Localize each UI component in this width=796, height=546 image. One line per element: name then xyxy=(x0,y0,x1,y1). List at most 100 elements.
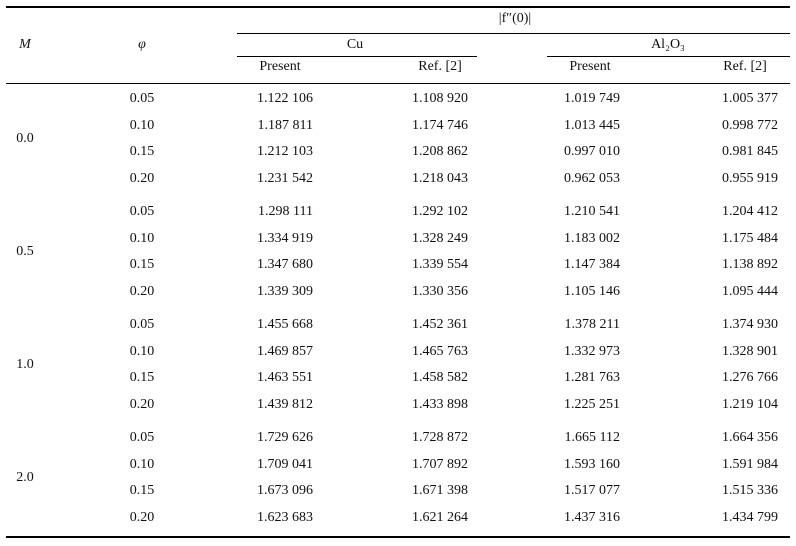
value-cell: 0.981 845 xyxy=(722,144,778,160)
value-cell: 0.955 919 xyxy=(722,171,778,187)
phi-cell: 0.20 xyxy=(129,284,155,300)
value-cell: 1.728 872 xyxy=(412,430,468,445)
value-cell: 1.665 112 xyxy=(564,430,620,445)
value-cell: 1.005 377 xyxy=(722,91,778,106)
value-cell: 1.458 582 xyxy=(412,370,468,386)
value-cell: 1.210 541 xyxy=(564,204,620,219)
sub-header: Present xyxy=(569,59,611,74)
value-cell: 1.623 683 xyxy=(257,510,313,526)
value-cell: 0.962 053 xyxy=(564,171,620,187)
value-cell: 1.664 356 xyxy=(722,430,778,445)
value-cell: 1.378 211 xyxy=(564,317,620,332)
value-cell: 1.433 898 xyxy=(412,397,468,413)
value-cell: 1.347 680 xyxy=(257,257,313,273)
value-cell: 1.174 746 xyxy=(412,117,468,133)
sub-header: Ref. [2] xyxy=(418,59,462,74)
m-label: 2.0 xyxy=(16,470,34,486)
m-label: 0.0 xyxy=(16,131,34,147)
value-cell: 1.339 554 xyxy=(412,257,468,273)
phi-cell: 0.10 xyxy=(129,456,155,472)
group-header: Al₂O₃ xyxy=(651,37,685,52)
value-cell: 1.219 104 xyxy=(722,397,778,413)
mid-rule xyxy=(6,83,790,84)
value-cell: 1.225 251 xyxy=(564,397,620,413)
value-cell: 1.709 041 xyxy=(257,456,313,472)
value-cell: 1.276 766 xyxy=(722,370,778,386)
header-phi: φ xyxy=(138,37,146,52)
value-cell: 1.469 857 xyxy=(257,343,313,359)
value-cell: 1.332 973 xyxy=(564,343,620,359)
phi-cell: 0.15 xyxy=(129,370,155,386)
phi-cell: 0.15 xyxy=(129,483,155,499)
value-cell: 1.212 103 xyxy=(257,144,313,160)
value-cell: 1.334 919 xyxy=(257,230,313,246)
phi-cell: 0.10 xyxy=(129,230,155,246)
value-cell: 1.671 398 xyxy=(412,483,468,499)
value-cell: 0.997 010 xyxy=(564,144,620,160)
phi-cell: 0.05 xyxy=(129,317,155,332)
phi-cell: 0.05 xyxy=(129,91,155,106)
sub-header: Present xyxy=(259,59,301,74)
phi-cell: 0.05 xyxy=(129,204,155,219)
phi-cell: 0.10 xyxy=(129,117,155,133)
bottom-rule xyxy=(6,536,790,538)
value-cell: 1.463 551 xyxy=(257,370,313,386)
value-cell: 1.455 668 xyxy=(257,317,313,332)
value-cell: 1.105 146 xyxy=(564,284,620,300)
value-cell: 1.138 892 xyxy=(722,257,778,273)
header-quantity: |f″(0)| xyxy=(498,11,532,26)
phi-cell: 0.10 xyxy=(129,343,155,359)
value-cell: 1.298 111 xyxy=(258,204,313,219)
sub-header: Ref. [2] xyxy=(723,59,767,74)
value-cell: 1.465 763 xyxy=(412,343,468,359)
value-cell: 1.621 264 xyxy=(412,510,468,526)
value-cell: 1.593 160 xyxy=(564,456,620,472)
value-cell: 1.673 096 xyxy=(257,483,313,499)
top-rule xyxy=(6,6,790,8)
value-cell: 1.452 361 xyxy=(412,317,468,332)
value-cell: 1.122 106 xyxy=(257,91,313,106)
value-cell: 1.339 309 xyxy=(257,284,313,300)
value-cell: 1.183 002 xyxy=(564,230,620,246)
value-cell: 1.439 812 xyxy=(257,397,313,413)
value-cell: 1.218 043 xyxy=(412,171,468,187)
value-cell: 1.175 484 xyxy=(722,230,778,246)
value-cell: 1.517 077 xyxy=(564,483,620,499)
value-cell: 1.330 356 xyxy=(412,284,468,300)
phi-cell: 0.15 xyxy=(129,144,155,160)
phi-cell: 0.20 xyxy=(129,510,155,526)
value-cell: 1.328 249 xyxy=(412,230,468,246)
value-cell: 1.328 901 xyxy=(722,343,778,359)
value-cell: 1.292 102 xyxy=(412,204,468,219)
value-cell: 1.095 444 xyxy=(722,284,778,300)
value-cell: 1.147 384 xyxy=(564,257,620,273)
value-cell: 1.231 542 xyxy=(257,171,313,187)
m-label: 0.5 xyxy=(16,244,34,260)
value-cell: 1.707 892 xyxy=(412,456,468,472)
group-rule-cu xyxy=(237,56,477,57)
value-cell: 1.204 412 xyxy=(722,204,778,219)
value-cell: 1.019 749 xyxy=(564,91,620,106)
value-cell: 1.187 811 xyxy=(257,117,313,133)
value-cell: 1.729 626 xyxy=(257,430,313,445)
phi-cell: 0.05 xyxy=(129,430,155,445)
group-header: Cu xyxy=(346,37,364,52)
phi-cell: 0.20 xyxy=(129,171,155,187)
value-cell: 1.108 920 xyxy=(412,91,468,106)
value-cell: 1.434 799 xyxy=(722,510,778,526)
value-cell: 1.013 445 xyxy=(564,117,620,133)
value-cell: 1.515 336 xyxy=(722,483,778,499)
value-cell: 1.591 984 xyxy=(722,456,778,472)
value-cell: 1.374 930 xyxy=(722,317,778,332)
phi-cell: 0.15 xyxy=(129,257,155,273)
value-cell: 1.281 763 xyxy=(564,370,620,386)
value-cell: 0.998 772 xyxy=(722,117,778,133)
m-label: 1.0 xyxy=(16,357,34,373)
phi-cell: 0.20 xyxy=(129,397,155,413)
header-rule xyxy=(237,33,790,34)
value-cell: 1.208 862 xyxy=(412,144,468,160)
group-rule-al2o3 xyxy=(547,56,790,57)
value-cell: 1.437 316 xyxy=(564,510,620,526)
header-m: M xyxy=(19,37,31,52)
